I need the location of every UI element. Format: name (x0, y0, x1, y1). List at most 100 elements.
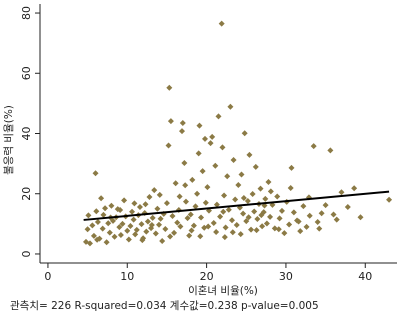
data-point (89, 222, 96, 229)
data-point (136, 203, 143, 210)
data-point (251, 208, 258, 215)
data-point (121, 197, 128, 204)
data-point (281, 230, 288, 237)
data-point (99, 225, 106, 232)
y-tick-label: 60 (20, 66, 33, 80)
data-point (220, 208, 227, 215)
data-point (127, 222, 134, 229)
x-tick-label: 20 (200, 270, 214, 283)
data-point (156, 221, 162, 228)
data-point (117, 231, 124, 238)
data-point (249, 191, 256, 198)
data-point (129, 208, 136, 215)
data-point (351, 185, 358, 192)
data-point (222, 224, 229, 231)
data-point (228, 217, 235, 224)
data-point (85, 212, 92, 219)
data-point (176, 193, 183, 200)
data-point (221, 234, 228, 241)
scatter-chart: 0 20 40 60 80 0 10 20 30 40 불응력 비율(%) 이혼녀 비율(%) (3, 4, 397, 297)
data-point (238, 171, 245, 178)
data-point (138, 221, 145, 228)
data-point (130, 216, 137, 223)
data-point (246, 151, 253, 158)
data-point (116, 224, 123, 231)
data-point (254, 216, 261, 223)
data-point (171, 229, 178, 236)
data-point (215, 113, 222, 120)
data-point (157, 215, 164, 222)
data-point (98, 195, 105, 202)
data-point (241, 130, 248, 137)
data-point (177, 223, 184, 230)
data-point (190, 222, 197, 229)
data-point (275, 226, 282, 233)
data-point (94, 219, 101, 226)
x-tick-label: 10 (120, 270, 134, 283)
data-point (252, 163, 259, 170)
data-point (322, 202, 329, 209)
data-point (310, 143, 317, 150)
data-point (162, 225, 169, 232)
data-point (165, 142, 172, 149)
data-point (163, 200, 170, 207)
data-point (159, 238, 166, 245)
y-axis-title: 불응력 비율(%) (3, 105, 15, 175)
data-point (306, 212, 313, 219)
data-point (330, 211, 337, 218)
data-point (318, 210, 325, 217)
data-point (314, 219, 321, 226)
data-point (209, 133, 216, 140)
data-point (338, 189, 345, 196)
data-point (100, 211, 107, 218)
data-point (278, 207, 285, 214)
data-point (235, 181, 242, 188)
data-point (133, 226, 140, 233)
data-point (224, 173, 231, 180)
scatter-points (83, 20, 393, 247)
data-point (303, 223, 310, 230)
data-point (204, 184, 211, 191)
data-point (271, 225, 278, 232)
data-point (90, 232, 97, 239)
data-point (125, 236, 132, 243)
data-point (245, 214, 252, 221)
data-point (148, 222, 155, 229)
data-point (237, 231, 244, 238)
data-point (198, 214, 205, 221)
data-point (188, 227, 195, 234)
data-point (184, 215, 191, 222)
data-point (189, 176, 196, 183)
data-point (139, 237, 146, 244)
data-point (202, 135, 209, 142)
data-point (181, 160, 188, 167)
data-point (154, 205, 161, 212)
y-tick-label: 20 (20, 187, 33, 201)
data-point (333, 216, 340, 223)
data-point (151, 187, 158, 194)
data-point (357, 214, 364, 221)
regression-stats-note: 관측치= 226 R-squared=0.034 계수값=0.238 p-val… (10, 300, 319, 312)
x-tick-label: 30 (279, 270, 293, 283)
data-point (179, 128, 186, 135)
data-point (182, 182, 189, 189)
data-point (276, 215, 283, 222)
data-point (290, 209, 297, 216)
data-point (233, 222, 240, 229)
data-point (248, 226, 255, 233)
data-point (230, 157, 237, 164)
data-point (219, 144, 226, 151)
data-point (86, 240, 93, 247)
data-point (166, 84, 173, 91)
data-point (253, 227, 260, 234)
data-point (327, 147, 334, 154)
y-ticks: 0 20 40 60 80 (20, 6, 40, 257)
data-point (300, 203, 307, 210)
data-point (286, 221, 293, 228)
data-point (144, 218, 151, 225)
data-point (316, 225, 323, 232)
data-point (267, 188, 274, 195)
data-point (213, 228, 220, 235)
data-point (103, 239, 110, 246)
data-point (218, 20, 225, 27)
